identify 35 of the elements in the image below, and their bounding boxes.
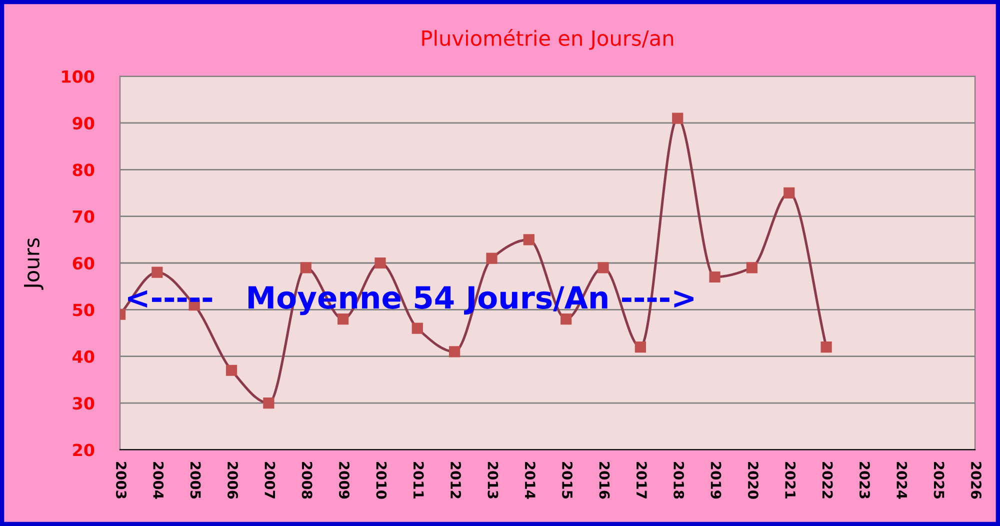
y-tick-label: 90 — [72, 116, 94, 130]
y-tick-label: 40 — [72, 350, 94, 363]
y-tick-label: 20 — [73, 444, 94, 456]
x-tick-label: 2010 — [376, 462, 387, 499]
x-tick-label: 2014 — [524, 462, 536, 499]
x-tick-label: 2015 — [562, 462, 573, 499]
x-tick-label: 2004 — [153, 462, 164, 499]
x-tick-label: 2020 — [748, 462, 758, 499]
x-tick-label: 2022 — [822, 462, 833, 498]
x-tick-label: 2013 — [488, 462, 498, 498]
y-tick-label: 30 — [72, 397, 94, 410]
chart-title: Pluviométrie en Jours/an — [422, 29, 674, 50]
x-tick-label: 2012 — [450, 462, 462, 498]
x-tick-label: 2011 — [413, 462, 424, 499]
y-tick-label: 60 — [72, 256, 94, 270]
x-tick-label: 2026 — [970, 462, 982, 499]
y-tick-label: 100 — [62, 70, 94, 83]
x-tick-label: 2003 — [116, 462, 126, 498]
x-tick-label: 2009 — [339, 462, 350, 499]
x-tick-label: 2007 — [264, 462, 276, 498]
x-tick-label: 2019 — [710, 462, 722, 499]
y-tick-label: 50 — [73, 304, 94, 316]
x-tick-label: 2006 — [227, 462, 238, 499]
x-tick-label: 2025 — [934, 462, 944, 499]
y-axis-title: Jours — [24, 238, 44, 290]
y-tick-label: 80 — [72, 164, 94, 176]
x-tick-label: 2005 — [190, 462, 201, 499]
x-tick-label: 2024 — [896, 462, 908, 499]
x-tick-label: 2017 — [636, 462, 647, 498]
x-tick-label: 2008 — [302, 462, 312, 499]
x-tick-label: 2023 — [859, 462, 870, 498]
x-tick-label: 2018 — [674, 462, 684, 499]
x-tick-label: 2021 — [785, 462, 796, 499]
x-tick-label: 2016 — [599, 462, 610, 499]
y-tick-label: 70 — [72, 210, 94, 223]
